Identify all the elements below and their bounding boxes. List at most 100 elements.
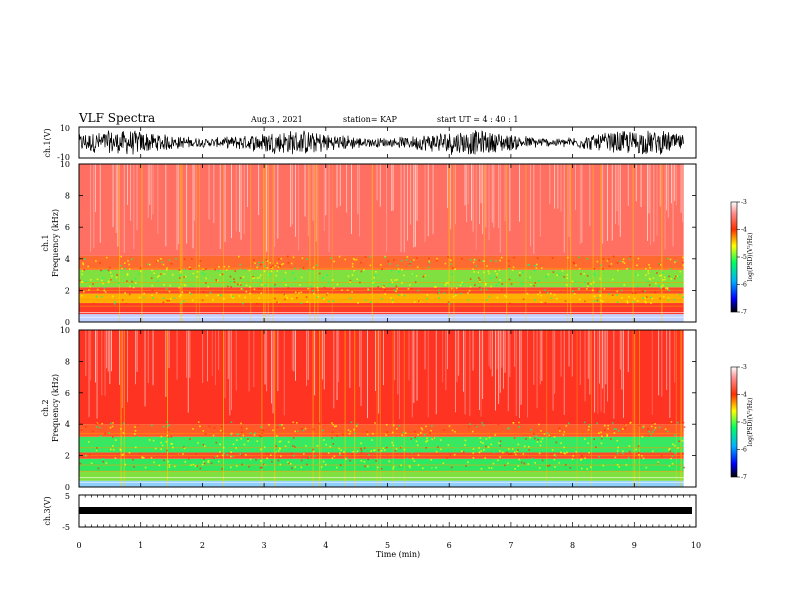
spectrogram-speckle bbox=[271, 460, 273, 463]
spectrogram-speckle bbox=[134, 426, 136, 428]
spectrogram-streak bbox=[176, 164, 178, 251]
spectrogram-speckle bbox=[92, 302, 95, 305]
spectrogram-speckle bbox=[406, 256, 409, 258]
spectrogram-speckle bbox=[647, 269, 649, 272]
spectrogram-speckle bbox=[120, 428, 122, 430]
spectrogram-speckle bbox=[584, 300, 586, 303]
spectrogram-speckle bbox=[478, 277, 480, 279]
spectrogram-streak bbox=[501, 330, 503, 368]
spectrogram-speckle bbox=[659, 287, 662, 289]
spectrogram-line bbox=[79, 464, 684, 466]
spectrogram-speckle bbox=[238, 295, 241, 297]
spectrogram-speckle bbox=[374, 422, 376, 424]
spectrogram-speckle bbox=[259, 263, 262, 266]
spectrogram-speckle bbox=[236, 444, 239, 446]
spectrogram-streak bbox=[554, 330, 556, 394]
spectrogram-speckle bbox=[404, 432, 407, 434]
spectrogram-speckle bbox=[433, 461, 435, 464]
spectrogram-speckle bbox=[98, 461, 101, 464]
colorbar-tick-label: -3 bbox=[741, 364, 747, 371]
spectrogram-speckle bbox=[216, 279, 219, 282]
spectrogram-streak bbox=[584, 330, 586, 402]
spectrogram-speckle bbox=[363, 461, 366, 463]
spectrogram-speckle bbox=[386, 446, 388, 449]
spectrogram-speckle bbox=[536, 263, 538, 266]
spectrogram-speckle bbox=[349, 297, 352, 300]
spectrogram-speckle bbox=[276, 301, 278, 303]
spectrogram-speckle bbox=[199, 425, 201, 428]
spectrogram-speckle bbox=[617, 269, 619, 272]
spectrogram-speckle bbox=[385, 434, 387, 436]
spectrogram-speckle bbox=[353, 258, 356, 261]
spectrogram-speckle bbox=[541, 437, 544, 440]
spectrogram-speckle bbox=[391, 301, 394, 304]
frequency-tick-label: 2 bbox=[65, 452, 70, 461]
spectrogram-speckle bbox=[547, 291, 549, 294]
spectrogram-streak bbox=[445, 330, 447, 391]
spectrogram-speckle bbox=[348, 433, 351, 435]
spectrogram-streak bbox=[274, 330, 276, 487]
spectrogram-speckle bbox=[545, 276, 547, 278]
spectrogram-speckle bbox=[352, 451, 355, 453]
spectrogram-speckle bbox=[241, 463, 243, 466]
colorbar-tick-label: -6 bbox=[741, 447, 747, 454]
spectrogram-speckle bbox=[473, 258, 476, 261]
spectrogram-speckle bbox=[123, 422, 125, 425]
spectrogram-speckle bbox=[222, 446, 225, 449]
spectrogram-speckle bbox=[616, 262, 619, 264]
spectrogram-speckle bbox=[79, 279, 82, 282]
spectrogram-speckle bbox=[204, 445, 206, 447]
spectrogram-streak bbox=[312, 164, 314, 221]
spectrogram-speckle bbox=[384, 293, 386, 295]
spectrogram-speckle bbox=[96, 288, 99, 291]
spectrogram-speckle bbox=[427, 459, 429, 462]
spectrogram-speckle bbox=[508, 265, 510, 267]
spectrogram-speckle bbox=[249, 432, 252, 434]
ch2-colorbar-ticks: -3-4-5-6-7 bbox=[737, 364, 747, 481]
spectrogram-speckle bbox=[300, 428, 303, 430]
spectrogram-speckle bbox=[682, 256, 684, 259]
spectrogram-speckle bbox=[192, 272, 195, 275]
spectrogram-speckle bbox=[528, 442, 531, 445]
spectrogram-streak bbox=[224, 330, 226, 399]
spectrogram-speckle bbox=[198, 265, 200, 267]
spectrogram-speckle bbox=[481, 422, 483, 424]
spectrogram-speckle bbox=[101, 277, 104, 279]
spectrogram-speckle bbox=[673, 298, 676, 301]
spectrogram-speckle bbox=[669, 258, 672, 261]
spectrogram-speckle bbox=[237, 460, 240, 463]
spectrogram-speckle bbox=[647, 280, 649, 283]
spectrogram-streak bbox=[648, 164, 650, 214]
spectrogram-streak bbox=[336, 164, 338, 208]
spectrogram-speckle bbox=[552, 271, 555, 273]
spectrogram-streak bbox=[680, 330, 682, 487]
colorbar-tick-label: -5 bbox=[741, 419, 747, 426]
spectrogram-speckle bbox=[273, 286, 276, 288]
spectrogram-streak bbox=[344, 330, 346, 487]
spectrogram-speckle bbox=[616, 290, 619, 293]
spectrogram-speckle bbox=[383, 286, 385, 289]
spectrogram-speckle bbox=[500, 439, 503, 442]
spectrogram-streak bbox=[592, 164, 594, 322]
spectrogram-speckle bbox=[659, 263, 662, 266]
time-tick-label: 5 bbox=[385, 541, 390, 550]
spectrogram-streak bbox=[554, 164, 556, 209]
spectrogram-speckle bbox=[376, 466, 379, 469]
spectrogram-speckle bbox=[124, 267, 126, 270]
spectrogram-speckle bbox=[532, 442, 535, 445]
spectrogram-speckle bbox=[180, 273, 183, 276]
spectrogram-speckle bbox=[108, 266, 111, 269]
spectrogram-speckle bbox=[351, 291, 353, 293]
spectrogram-speckle bbox=[468, 289, 471, 292]
spectrogram-speckle bbox=[366, 433, 369, 436]
spectrogram-speckle bbox=[229, 275, 232, 278]
spectrogram-speckle bbox=[679, 270, 682, 273]
spectrogram-speckle bbox=[212, 434, 215, 437]
spectrogram-speckle bbox=[137, 273, 140, 275]
spectrogram-speckle bbox=[152, 439, 155, 442]
spectrogram-streak bbox=[658, 330, 660, 396]
spectrogram-streak bbox=[107, 330, 109, 372]
spectrogram-speckle bbox=[563, 452, 565, 454]
spectrogram-speckle bbox=[196, 276, 198, 278]
